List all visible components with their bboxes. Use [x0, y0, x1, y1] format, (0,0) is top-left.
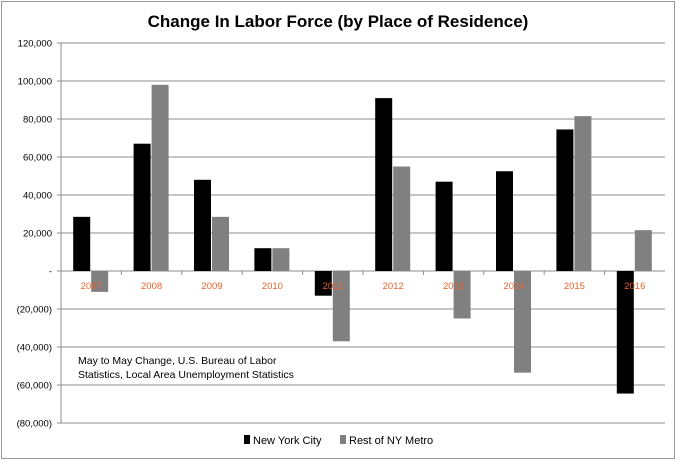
x-tick-label-2007: 2007 — [81, 281, 102, 292]
axes — [60, 43, 606, 423]
bar-nyc-2008 — [133, 143, 151, 271]
y-tick-label-10: 120,000 — [18, 39, 52, 50]
source-note: May to May Change, U.S. Bureau of Labor … — [78, 355, 294, 381]
x-tick-label-2010: 2010 — [262, 281, 283, 292]
chart-title: Change In Labor Force (by Place of Resid… — [148, 12, 529, 31]
source-note-line-2: Statistics, Local Area Unemployment Stat… — [78, 369, 294, 381]
bar-rest-of-metro-2007 — [91, 271, 109, 292]
bar-nyc-2014 — [496, 171, 513, 271]
bar-nyc-2016 — [616, 271, 634, 394]
bar-rest-of-metro-2016 — [634, 230, 652, 271]
bar-nyc-2015 — [556, 129, 574, 271]
y-tick-label-0: (80,000) — [17, 419, 52, 430]
bar-nyc-2012 — [375, 98, 393, 271]
legend: New York City Rest of NY Metro — [244, 435, 433, 447]
legend-swatch-rest-of-metro — [340, 435, 346, 444]
bar-rest-of-metro-2010 — [272, 248, 290, 271]
x-tick-label-2015: 2015 — [564, 281, 585, 292]
x-tick-label-2012: 2012 — [383, 281, 404, 292]
bar-rest-of-metro-2012 — [393, 166, 411, 271]
y-tick-label-9: 100,000 — [18, 77, 52, 88]
bar-rest-of-metro-2013 — [453, 271, 471, 319]
bar-nyc-2007 — [73, 216, 91, 271]
bar-nyc-2009 — [194, 179, 211, 271]
x-tick-label-2013: 2013 — [443, 281, 464, 292]
bar-rest-of-metro-2015 — [574, 116, 592, 272]
legend-swatch-nyc — [244, 435, 250, 444]
y-tick-label-7: 60,000 — [23, 153, 52, 164]
bars — [73, 84, 652, 394]
legend-label-nyc: New York City — [253, 435, 322, 447]
bar-rest-of-metro-2011 — [332, 271, 350, 342]
x-tick-label-2008: 2008 — [141, 281, 162, 292]
bar-nyc-2010 — [254, 248, 272, 271]
source-note-line-1: May to May Change, U.S. Bureau of Labor — [78, 355, 277, 367]
bar-nyc-2013 — [435, 181, 453, 271]
y-tick-label-3: (20,000) — [17, 305, 52, 316]
x-tick-label-2016: 2016 — [624, 281, 645, 292]
y-tick-label-2: (40,000) — [17, 343, 52, 354]
y-axis-tick-labels: (80,000) (60,000) (40,000) (20,000) - 20,000 4… — [17, 39, 52, 430]
y-tick-label-4: - — [49, 267, 52, 278]
x-axis-tick-labels: 2007 2008 2009 2010 2011 2012 2013 2014 2015 2016 — [81, 281, 646, 292]
x-tick-label-2011: 2011 — [323, 281, 343, 292]
y-tick-label-1: (60,000) — [17, 381, 52, 392]
legend-label-rest-of-metro: Rest of NY Metro — [349, 435, 433, 447]
bar-rest-of-metro-2008 — [151, 84, 169, 271]
x-tick-label-2009: 2009 — [201, 281, 222, 292]
y-tick-label-6: 40,000 — [23, 191, 52, 202]
x-tick-label-2014: 2014 — [503, 281, 524, 292]
y-tick-label-8: 80,000 — [23, 115, 52, 126]
y-tick-label-5: 20,000 — [23, 229, 52, 240]
bar-nyc-2011 — [314, 271, 332, 296]
bar-rest-of-metro-2009 — [212, 216, 229, 271]
bar-rest-of-metro-2014 — [514, 271, 531, 373]
